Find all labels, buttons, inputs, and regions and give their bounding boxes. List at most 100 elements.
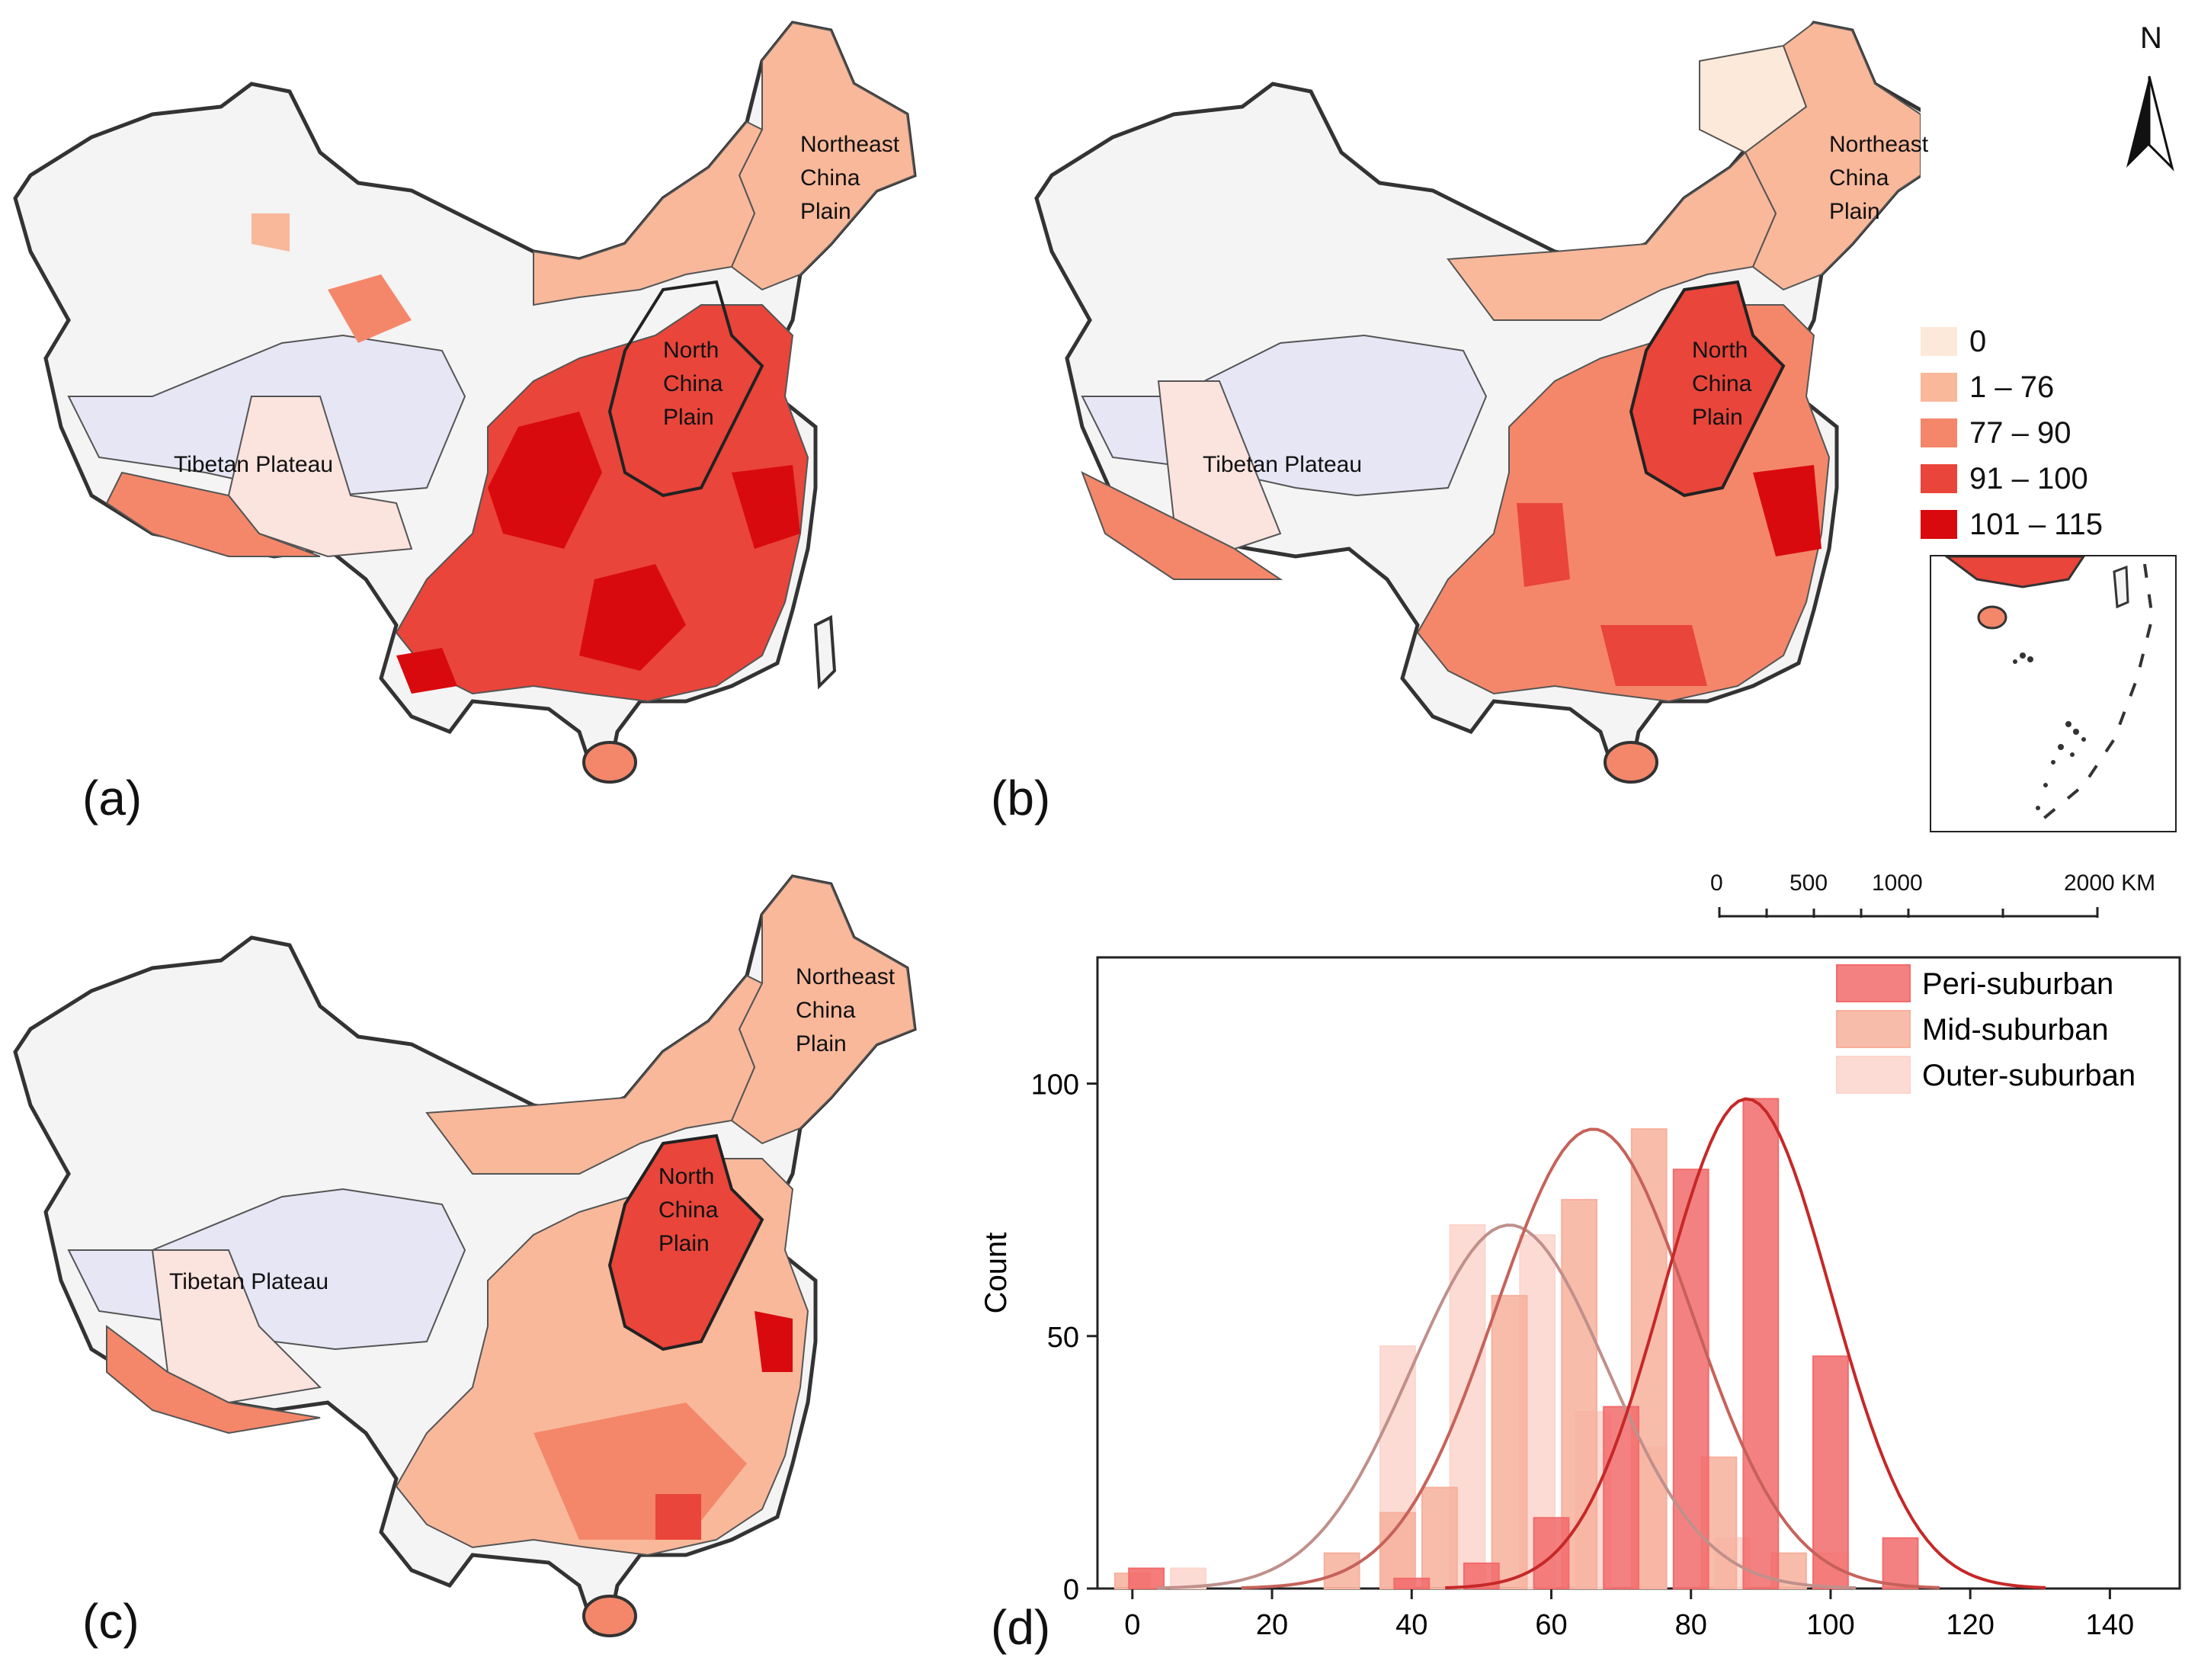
inner-mongolia [425, 974, 764, 1175]
inner-mongolia [1447, 151, 1777, 321]
inset-dash-line [2036, 563, 2155, 825]
bar-peri-suburban [1882, 1537, 1919, 1590]
china-map-a [13, 21, 917, 784]
red-cluster-1 [488, 412, 602, 549]
tibet-south [106, 1325, 321, 1435]
y-tick-label: 100 [1031, 1069, 1079, 1101]
legend-item-4: 101 – 115 [1921, 502, 2103, 547]
red-cluster-3 [732, 465, 800, 549]
y-axis-label: Count [979, 1233, 1013, 1314]
legend-label: 91 – 100 [1969, 461, 2088, 495]
legend-label-peri-suburban: Peri-suburban [1922, 967, 2113, 1001]
x-tick-label: 0 [1124, 1609, 1140, 1641]
x-tick-label: 60 [1535, 1609, 1567, 1641]
east-china-high [395, 304, 809, 703]
panel-label-b: (b) [991, 771, 1051, 826]
hainan-island [582, 1595, 637, 1637]
scale-label-0: 0 [1710, 870, 1723, 896]
label-north-china-a: North China Plain [663, 338, 723, 430]
inset-taiwan [2113, 565, 2129, 609]
legend-swatch [1921, 464, 1957, 493]
china-map-b [1034, 21, 1921, 784]
legend-label: 0 [1969, 324, 1987, 358]
x-tick-label: 140 [2086, 1609, 2134, 1641]
red-cluster-4 [396, 648, 457, 694]
tibet-south [105, 471, 321, 557]
legend-label: 101 – 115 [1969, 507, 2103, 541]
north-label: N [2140, 21, 2162, 55]
china-map-c [13, 874, 917, 1637]
panel-label-d: (d) [991, 1600, 1051, 1655]
bar-mid-suburban [1630, 1128, 1668, 1589]
bar-peri-suburban [1393, 1577, 1431, 1590]
scale-bar: 0 500 1000 2000 KM [1710, 870, 2189, 924]
x-tick-label: 80 [1675, 1609, 1707, 1641]
fit-curve-peri-suburban [1445, 1097, 2046, 1589]
fit-curve-mid-suburban [1241, 1127, 1940, 1590]
x-tick-label: 40 [1395, 1609, 1427, 1641]
label-northeast-b: Northeast China Plain [1829, 132, 1929, 224]
legend-label: 77 – 90 [1969, 415, 2071, 450]
fit-curve-outer-suburban [1157, 1223, 1856, 1590]
legend: 0 1 – 76 77 – 90 91 – 100 101 – 115 [1921, 319, 2103, 547]
tibet-south [1081, 470, 1283, 580]
x-tick-label: 100 [1806, 1609, 1854, 1641]
legend-item-1: 1 – 76 [1921, 364, 2103, 410]
xinjiang-patch-2 [252, 213, 290, 252]
taiwan-island [813, 614, 837, 690]
inset-mainland [1944, 556, 2085, 588]
red-cluster-1 [755, 1311, 793, 1372]
legend-item-2: 77 – 90 [1921, 410, 2103, 456]
north-china-plain [607, 280, 764, 498]
legend-swatch-outer-suburban [1836, 1056, 1911, 1094]
legend-item-0: 0 [1921, 319, 2103, 364]
bar-peri-suburban [1742, 1098, 1780, 1590]
xinjiang-patch [328, 274, 412, 343]
label-northeast-c: Northeast China Plain [796, 964, 896, 1056]
legend-swatch-mid-suburban [1836, 1010, 1911, 1048]
x-tick-label: 20 [1256, 1609, 1288, 1641]
scale-label-500: 500 [1789, 870, 1828, 896]
scale-bar-line [1718, 907, 2099, 918]
map-panel-b: Northeast China Plain North China Plain … [991, 0, 1928, 838]
y-tick-label: 50 [1047, 1322, 1079, 1354]
panel-label-c: (c) [82, 1594, 139, 1649]
inner-mongolia [533, 120, 764, 306]
legend-item-3: 91 – 100 [1921, 456, 2103, 502]
map-panel-a: Northeast China Plain North China Plain … [0, 0, 960, 838]
scale-label-2000: 2000 KM [2064, 870, 2156, 896]
legend-swatch [1921, 510, 1957, 539]
scale-label-1000: 1000 [1872, 870, 1923, 896]
label-tibet-b: Tibetan Plateau [1203, 452, 1363, 477]
inset-hainan [1977, 605, 2007, 630]
legend-label-mid-suburban: Mid-suburban [1922, 1013, 2109, 1047]
red-cluster-1 [1753, 465, 1822, 556]
panel-label-a: (a) [82, 771, 143, 826]
north-china-plain [1629, 280, 1786, 498]
inset-islands [2013, 652, 2086, 810]
y-tick-label: 0 [1063, 1574, 1079, 1606]
hainan-island [582, 741, 637, 784]
histogram-chart: 0 50 100 0 20 40 60 80 100 120 140 Count Peri-suburb… [979, 956, 2181, 1641]
red-cluster-2 [579, 564, 686, 671]
label-tibet-c: Tibetan Plateau [169, 1269, 329, 1294]
south-china-sea-inset [1930, 555, 2177, 832]
red-cluster-3 [1600, 625, 1707, 686]
legend-swatch [1921, 418, 1957, 447]
bar-peri-suburban [1672, 1169, 1709, 1589]
bar-peri-suburban [1128, 1567, 1165, 1590]
bar-peri-suburban [1533, 1517, 1570, 1589]
label-north-china-c: North China Plain [658, 1164, 719, 1256]
legend-label-outer-suburban: Outer-suburban [1922, 1059, 2136, 1092]
inset-map [1944, 556, 2155, 825]
legend-swatch-peri-suburban [1836, 964, 1911, 1002]
label-northeast-a: Northeast China Plain [800, 132, 900, 224]
north-arrow-icon [2126, 75, 2174, 172]
map-panel-c: Northeast China Plain North China Plain … [0, 854, 960, 1680]
red-cluster-2 [655, 1494, 701, 1540]
legend-swatch [1921, 373, 1957, 402]
x-tick-label: 120 [1946, 1609, 1994, 1641]
label-tibet-a: Tibetan Plateau [174, 452, 334, 477]
legend-swatch [1921, 327, 1957, 356]
legend-label: 1 – 76 [1969, 370, 2055, 404]
